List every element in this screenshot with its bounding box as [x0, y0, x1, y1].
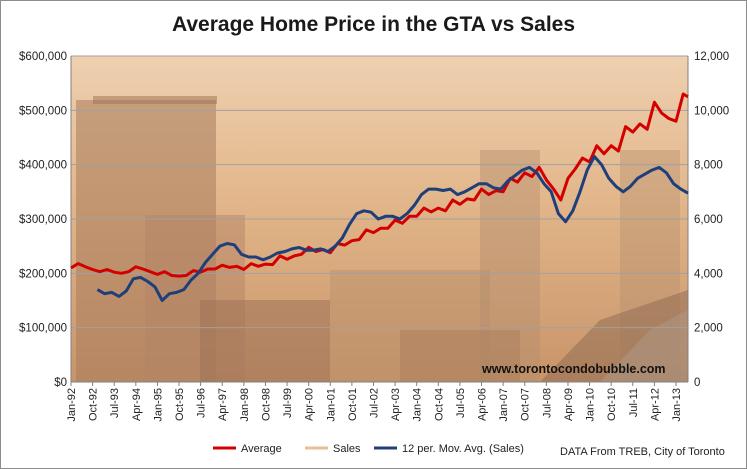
y-left-tick-label: $400,000 — [19, 160, 67, 172]
x-tick-label: Jul-99 — [282, 388, 294, 418]
x-tick-label: Jul-02 — [368, 388, 380, 418]
chart-title: Average Home Price in the GTA vs Sales — [171, 13, 576, 36]
series-line-0 — [70, 92, 689, 278]
y-axis-right: 0 2,000 4,000 6,000 8,000 10,000 12,000 — [687, 51, 729, 389]
y-left-tick-label: $200,000 — [19, 268, 67, 280]
y-right-tick-label: 6,000 — [694, 214, 723, 226]
x-tick-label: Jul-11 — [628, 388, 640, 417]
x-tick-label: Jul-93 — [109, 388, 121, 418]
x-tick-label: Jul-05 — [455, 388, 467, 418]
x-tick-label: Oct-10 — [606, 388, 618, 421]
data-source-note: DATA From TREB, City of Toronto — [560, 446, 725, 458]
x-tick-label: Apr-03 — [390, 388, 402, 421]
x-tick-label: Apr-00 — [304, 388, 316, 421]
x-tick-label: Jan-10 — [585, 388, 597, 422]
x-tick-label: Apr-97 — [217, 388, 229, 421]
x-tick-label: Jan-01 — [325, 388, 337, 422]
series-line-2 — [96, 155, 689, 302]
x-tick-label: Oct-98 — [260, 388, 272, 421]
x-tick-label: Oct-07 — [520, 388, 532, 421]
y-left-tick-label: $0 — [54, 377, 67, 389]
x-tick-label: Apr-09 — [563, 388, 575, 421]
legend-label-average: Average — [241, 443, 282, 455]
legend-label-sales: Sales — [333, 443, 361, 455]
x-tick-label: Apr-12 — [649, 388, 661, 421]
y-left-tick-label: $100,000 — [19, 323, 67, 335]
y-axis-left: $0 $100,000 $200,000 $300,000 $400,000 $500,0… — [19, 51, 72, 389]
x-tick-label: Jan-13 — [671, 388, 683, 422]
y-left-tick-label: $300,000 — [19, 214, 67, 226]
y-left-tick-label: $600,000 — [19, 51, 67, 63]
x-tick-label: Jan-92 — [66, 388, 78, 422]
x-tick-label: Oct-01 — [347, 388, 359, 421]
x-tick-label: Apr-94 — [131, 388, 143, 421]
x-tick-label: Oct-95 — [174, 388, 186, 421]
x-tick-label: Jan-07 — [498, 388, 510, 422]
x-tick-label: Jul-08 — [541, 388, 553, 418]
x-tick-label: Apr-06 — [477, 388, 489, 421]
watermark-url: www.torontocondobubble.com — [481, 362, 666, 376]
y-right-tick-label: 8,000 — [694, 160, 723, 172]
y-right-tick-label: 4,000 — [694, 268, 723, 280]
y-left-tick-label: $500,000 — [19, 105, 67, 117]
x-tick-label: Oct-04 — [433, 388, 445, 421]
x-axis: Jan-92 Oct-92 Jul-93 Apr-94 Jan-95 Oct-95 Jul-… — [66, 381, 688, 422]
y-right-tick-label: 12,000 — [694, 51, 729, 63]
y-right-tick-label: 2,000 — [694, 323, 723, 335]
x-tick-label: Jan-04 — [412, 388, 424, 422]
x-tick-label: Jan-98 — [239, 388, 251, 422]
series-layer — [70, 92, 689, 302]
x-tick-label: Jul-96 — [196, 388, 208, 418]
x-tick-label: Jan-95 — [152, 388, 164, 422]
legend-label-moving-avg: 12 per. Mov. Avg. (Sales) — [402, 443, 524, 455]
y-right-tick-label: 0 — [694, 377, 700, 389]
x-tick-label: Oct-92 — [88, 388, 100, 421]
chart-legend: Average Sales 12 per. Mov. Avg. (Sales) — [213, 443, 524, 455]
y-right-tick-label: 10,000 — [694, 105, 729, 117]
